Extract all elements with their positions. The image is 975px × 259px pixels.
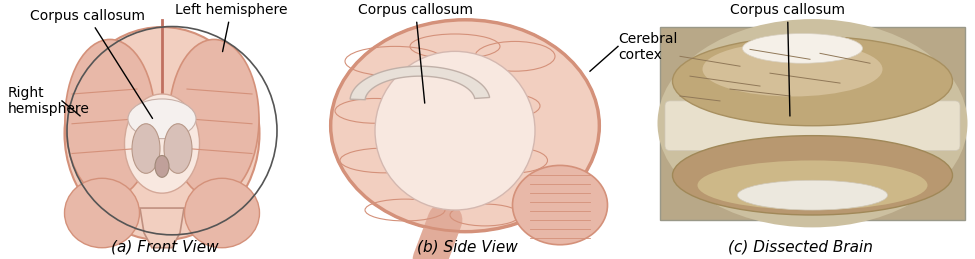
- Text: Cerebral
cortex: Cerebral cortex: [618, 32, 678, 62]
- Ellipse shape: [164, 124, 192, 173]
- Text: (a) Front View: (a) Front View: [111, 240, 218, 255]
- FancyBboxPatch shape: [660, 27, 965, 220]
- Ellipse shape: [125, 94, 200, 193]
- FancyBboxPatch shape: [665, 101, 960, 150]
- FancyBboxPatch shape: [5, 7, 325, 225]
- Text: (c) Dissected Brain: (c) Dissected Brain: [727, 240, 873, 255]
- Polygon shape: [140, 208, 184, 248]
- Ellipse shape: [64, 27, 259, 240]
- Ellipse shape: [697, 160, 927, 210]
- Ellipse shape: [657, 19, 967, 227]
- Ellipse shape: [64, 178, 139, 248]
- Ellipse shape: [330, 19, 600, 232]
- Text: Corpus callosum: Corpus callosum: [358, 3, 473, 103]
- Text: Corpus callosum: Corpus callosum: [30, 9, 152, 118]
- Ellipse shape: [673, 136, 953, 215]
- Ellipse shape: [132, 124, 160, 173]
- Ellipse shape: [737, 180, 887, 210]
- Ellipse shape: [513, 166, 607, 245]
- Ellipse shape: [169, 39, 259, 198]
- Polygon shape: [350, 66, 489, 100]
- Text: Corpus callosum: Corpus callosum: [730, 3, 845, 116]
- Ellipse shape: [65, 39, 155, 198]
- Text: Right
hemisphere: Right hemisphere: [8, 86, 90, 116]
- Ellipse shape: [703, 42, 882, 96]
- Text: (b) Side View: (b) Side View: [416, 240, 518, 255]
- Ellipse shape: [673, 37, 953, 126]
- Ellipse shape: [184, 178, 259, 248]
- Ellipse shape: [155, 155, 169, 177]
- Text: Left hemisphere: Left hemisphere: [175, 3, 288, 52]
- Ellipse shape: [743, 33, 863, 63]
- Ellipse shape: [375, 51, 535, 210]
- Ellipse shape: [128, 99, 196, 139]
